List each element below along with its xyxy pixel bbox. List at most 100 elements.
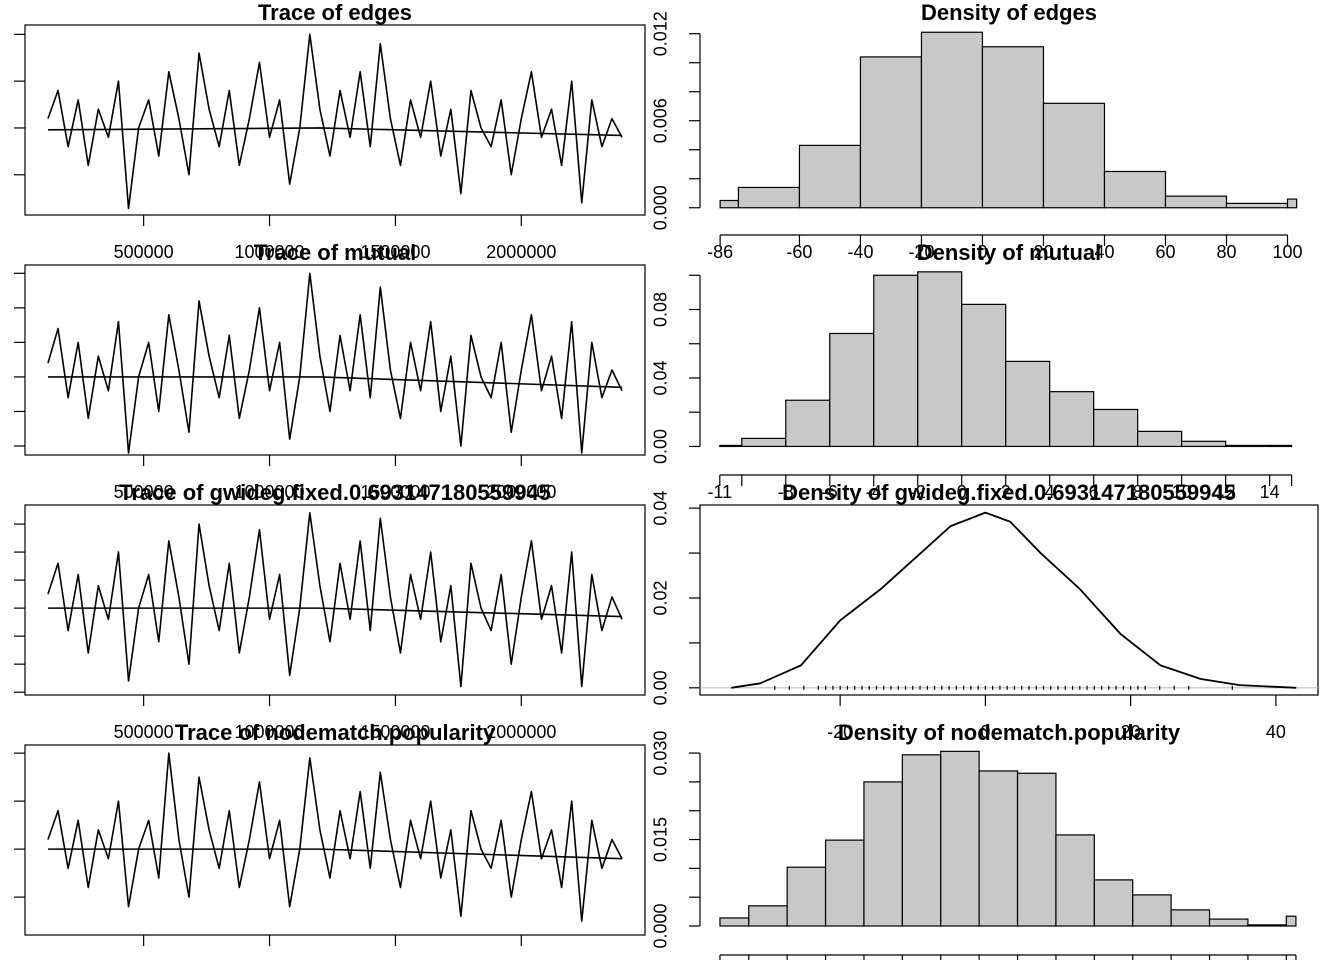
x-tick-label: 40	[1266, 722, 1286, 742]
histogram-bar	[1247, 924, 1287, 927]
y-tick-label: 0.04	[651, 360, 671, 395]
histogram-bar	[824, 839, 865, 927]
histogram-bar	[863, 781, 903, 927]
histogram-bar	[1093, 879, 1134, 927]
x-tick-label: 1500000	[360, 482, 430, 502]
y-tick-label: 0.02	[651, 580, 671, 615]
x-tick-label: 1500000	[360, 722, 430, 742]
histogram-bar	[719, 199, 740, 209]
x-tick-label: 20	[1121, 722, 1141, 742]
x-tick-label: -86	[707, 242, 733, 262]
histogram-bar	[1042, 102, 1106, 209]
histogram-bar	[1049, 391, 1095, 448]
x-tick-label: 2	[1001, 482, 1011, 502]
trend-line	[47, 127, 623, 137]
x-tick-label: -11	[707, 482, 732, 502]
histogram-bar	[873, 274, 919, 448]
x-tick-label: 2000000	[486, 482, 556, 502]
histogram-bar	[1208, 918, 1249, 927]
x-tick-label: -60	[786, 242, 812, 262]
trace-line	[47, 512, 623, 688]
y-tick-label: 0.006	[651, 98, 671, 143]
panel-title: Trace of mutual	[254, 240, 417, 265]
histogram-bar	[978, 770, 1019, 927]
x-tick-label: 6	[1089, 482, 1099, 502]
histogram-bar	[981, 46, 1045, 209]
panel-title: Density of gwideg.fixed.0.69314718055994…	[782, 480, 1236, 505]
x-tick-label: 12	[1216, 482, 1236, 502]
x-tick-label: 14	[1260, 482, 1280, 502]
x-tick-label: 10	[1172, 482, 1192, 502]
histogram-bar	[940, 750, 980, 927]
panel-title: Trace of gwideg.fixed.0.693147180559945	[119, 480, 551, 505]
histogram-bar	[1132, 894, 1172, 927]
x-tick-label: 4	[1045, 482, 1055, 502]
histogram-bar	[1093, 408, 1139, 448]
x-tick-label: 500000	[114, 242, 174, 262]
histogram-bar	[719, 917, 750, 927]
histogram-bar	[1170, 909, 1211, 927]
plot-box	[24, 744, 646, 936]
x-tick-label: 500000	[114, 722, 174, 742]
histogram-bar	[1286, 198, 1298, 209]
plot-box	[24, 24, 646, 216]
x-tick-label: -40	[847, 242, 873, 262]
histogram-bar	[1225, 202, 1289, 209]
histogram-bar	[917, 271, 963, 448]
x-tick-label: 60	[1155, 242, 1175, 262]
histogram-bar	[1016, 772, 1057, 927]
panel-title: Trace of nodematch.popularity	[175, 720, 496, 745]
panel-title: Density of mutual	[917, 240, 1102, 265]
x-tick-label: 40	[1094, 242, 1114, 262]
histogram-bar	[1103, 170, 1167, 209]
histogram-bar	[1164, 195, 1228, 209]
histogram-bar	[737, 186, 801, 209]
y-tick-label: 0.08	[651, 292, 671, 327]
histogram-bar	[1055, 834, 1095, 927]
plot-box	[699, 504, 1319, 696]
x-tick-label: -20	[908, 242, 934, 262]
histogram-bar	[785, 399, 831, 448]
x-tick-label: 2000000	[486, 242, 556, 262]
x-tick-label: 100	[1272, 242, 1302, 262]
x-tick-label: 0	[977, 242, 987, 262]
panel-title: Trace of edges	[258, 0, 412, 25]
histogram-bar	[1137, 430, 1183, 448]
histogram-bar	[741, 437, 787, 448]
x-tick-label: -4	[866, 482, 882, 502]
x-tick-label: 20	[1033, 242, 1053, 262]
x-tick-label: 1000000	[234, 242, 304, 262]
x-tick-label: -20	[827, 722, 853, 742]
histogram-bar	[1005, 360, 1051, 448]
x-tick-label: -2	[910, 482, 926, 502]
x-tick-label: 0	[957, 482, 967, 502]
trace-line	[47, 33, 623, 210]
x-tick-label: -6	[822, 482, 838, 502]
y-tick-label: 0.012	[651, 11, 671, 56]
histogram-bar	[829, 332, 875, 448]
y-tick-label: 0.000	[651, 185, 671, 230]
histogram-bar	[798, 144, 862, 209]
density-curve	[731, 511, 1297, 689]
x-tick-label: 1000000	[234, 482, 304, 502]
histogram-bar	[901, 754, 942, 927]
y-tick-label: 0.000	[651, 903, 671, 948]
plot-box	[24, 504, 646, 696]
x-tick-label: 500000	[114, 482, 174, 502]
trace-line	[47, 752, 623, 922]
histogram-bar	[1181, 440, 1227, 448]
y-tick-label: 0.04	[651, 491, 671, 526]
y-tick-label: 0.015	[651, 817, 671, 862]
x-tick-label: 1500000	[360, 242, 430, 262]
panel-title: Density of edges	[921, 0, 1097, 25]
plot-box	[24, 264, 646, 456]
histogram-bar	[1269, 444, 1293, 448]
x-tick-label: 0	[980, 722, 990, 742]
histogram-bar	[1285, 915, 1297, 927]
y-tick-label: 0.030	[651, 731, 671, 776]
histogram-bar	[920, 31, 984, 209]
trend-line	[47, 607, 623, 618]
x-tick-label: 80	[1216, 242, 1236, 262]
